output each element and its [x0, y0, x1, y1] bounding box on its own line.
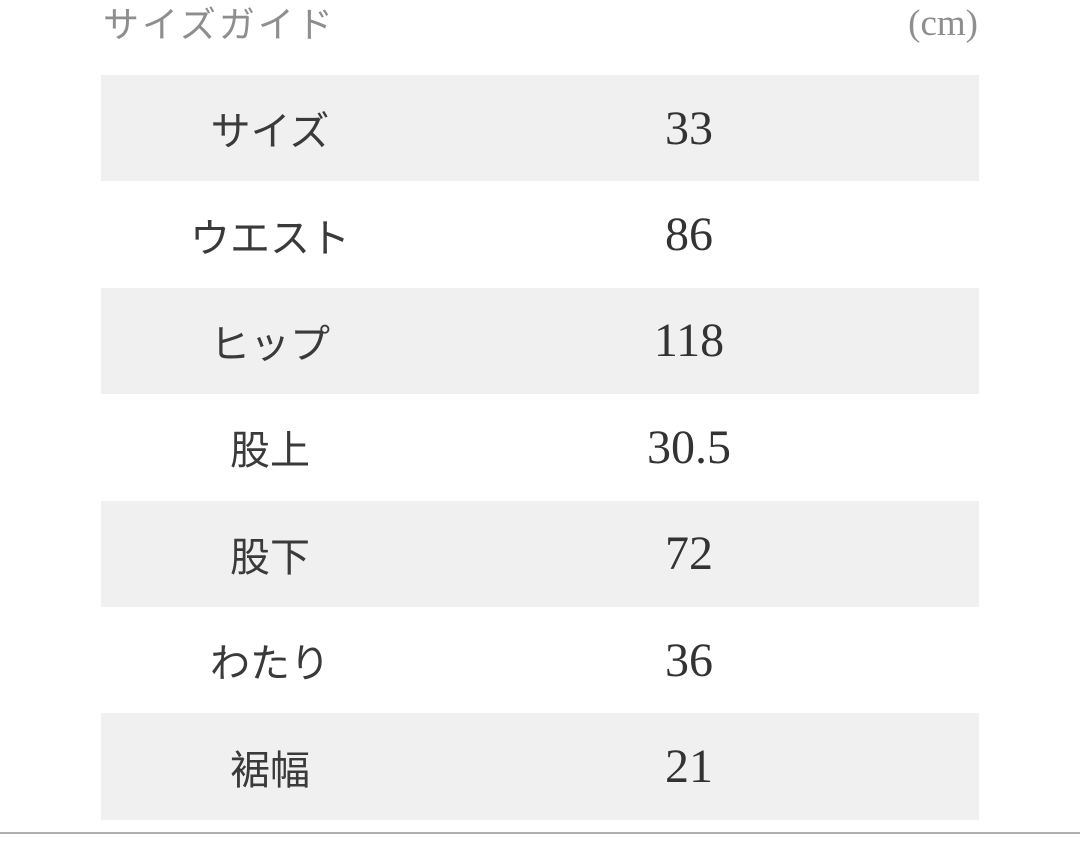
table-row: 股上 30.5 — [101, 394, 979, 501]
table-row: 股下 72 — [101, 500, 979, 607]
size-guide-header: サイズガイド (cm) — [0, 0, 1080, 75]
table-row: 裾幅 21 — [101, 713, 979, 820]
row-value: 21 — [665, 740, 713, 794]
table-row: サイズ 33 — [101, 75, 979, 182]
row-label: 裾幅 — [230, 748, 310, 793]
row-label: ウエスト — [190, 216, 350, 261]
row-label: サイズ — [210, 110, 330, 155]
row-label: 股上 — [230, 429, 310, 474]
table-row: わたり 36 — [101, 606, 979, 714]
unit-label: (cm) — [908, 3, 978, 44]
row-value: 30.5 — [647, 420, 731, 474]
row-label: わたり — [210, 642, 330, 687]
page-title: サイズガイド — [103, 5, 336, 45]
table-row: ウエスト 86 — [101, 181, 979, 288]
row-value: 36 — [665, 633, 713, 687]
row-value: 33 — [665, 101, 713, 155]
row-label: ヒップ — [210, 322, 330, 367]
size-guide-table: サイズ 33 ウエスト 86 ヒップ 118 股上 30.5 股下 72 わたり… — [101, 75, 979, 820]
row-label: 股下 — [230, 535, 310, 580]
row-value: 72 — [665, 527, 713, 581]
row-value: 86 — [665, 208, 713, 262]
bottom-divider — [0, 831, 1080, 834]
row-value: 118 — [653, 314, 725, 368]
table-row: ヒップ 118 — [101, 287, 979, 395]
